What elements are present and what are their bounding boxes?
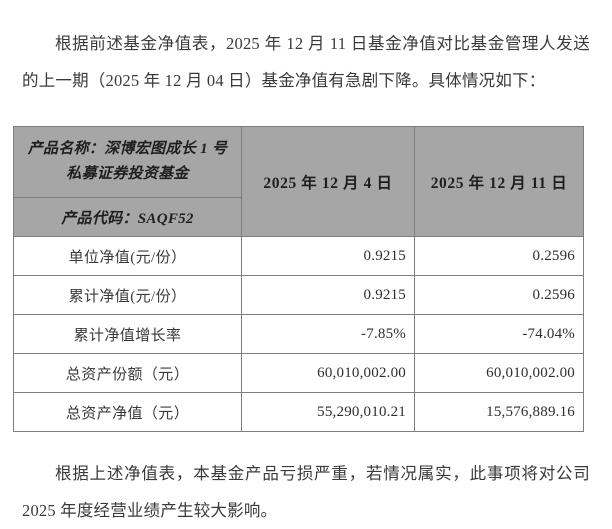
date-column-header-1: 2025 年 12 月 4 日 — [241, 126, 415, 237]
row-label-total-net-assets: 总资产净值（元） — [13, 392, 242, 432]
date-column-header-2: 2025 年 12 月 11 日 — [414, 126, 584, 237]
row-value-cumulative-nav-date1: 0.9215 — [241, 275, 415, 315]
row-label-growth-rate: 累计净值增长率 — [13, 314, 242, 354]
table-row: 累计净值增长率 -7.85% -74.04% — [13, 314, 584, 354]
table-header-row-product-name: 产品名称：深博宏图成长 1 号私募证券投资基金 2025 年 12 月 4 日 … — [13, 126, 584, 237]
document-page: 根据前述基金净值表，2025 年 12 月 11 日基金净值对比基金管理人发送的… — [13, 33, 590, 520]
row-label-unit-nav: 单位净值(元/份） — [13, 236, 242, 276]
product-name-cell: 产品名称：深博宏图成长 1 号私募证券投资基金 — [13, 126, 242, 198]
table-row: 总资产份额（元） 60,010,002.00 60,010,002.00 — [13, 353, 584, 393]
row-value-total-net-assets-date1: 55,290,010.21 — [241, 392, 415, 432]
row-label-cumulative-nav: 累计净值(元/份） — [13, 275, 242, 315]
row-value-total-net-assets-date2: 15,576,889.16 — [414, 392, 584, 432]
table-row: 总资产净值（元） 55,290,010.21 15,576,889.16 — [13, 392, 584, 432]
row-value-total-shares-date2: 60,010,002.00 — [414, 353, 584, 393]
table-row: 单位净值(元/份） 0.9215 0.2596 — [13, 236, 584, 276]
row-value-cumulative-nav-date2: 0.2596 — [414, 275, 584, 315]
product-code-cell: 产品代码：SAQF52 — [13, 197, 242, 237]
row-value-total-shares-date1: 60,010,002.00 — [241, 353, 415, 393]
intro-paragraph: 根据前述基金净值表，2025 年 12 月 11 日基金净值对比基金管理人发送的… — [22, 33, 590, 90]
conclusion-paragraph: 根据上述净值表，本基金产品亏损严重，若情况属实，此事项将对公司 2025 年度经… — [22, 463, 590, 520]
row-value-growth-rate-date2: -74.04% — [414, 314, 584, 354]
row-value-unit-nav-date2: 0.2596 — [414, 236, 584, 276]
row-value-unit-nav-date1: 0.9215 — [241, 236, 415, 276]
table-header-row-product-code: 产品代码：SAQF52 — [13, 197, 584, 237]
table-row: 累计净值(元/份） 0.9215 0.2596 — [13, 275, 584, 315]
row-label-total-shares: 总资产份额（元） — [13, 353, 242, 393]
fund-nav-table: 产品名称：深博宏图成长 1 号私募证券投资基金 2025 年 12 月 4 日 … — [13, 126, 584, 432]
fund-nav-table-container: 产品名称：深博宏图成长 1 号私募证券投资基金 2025 年 12 月 4 日 … — [13, 126, 584, 432]
row-value-growth-rate-date1: -7.85% — [241, 314, 415, 354]
